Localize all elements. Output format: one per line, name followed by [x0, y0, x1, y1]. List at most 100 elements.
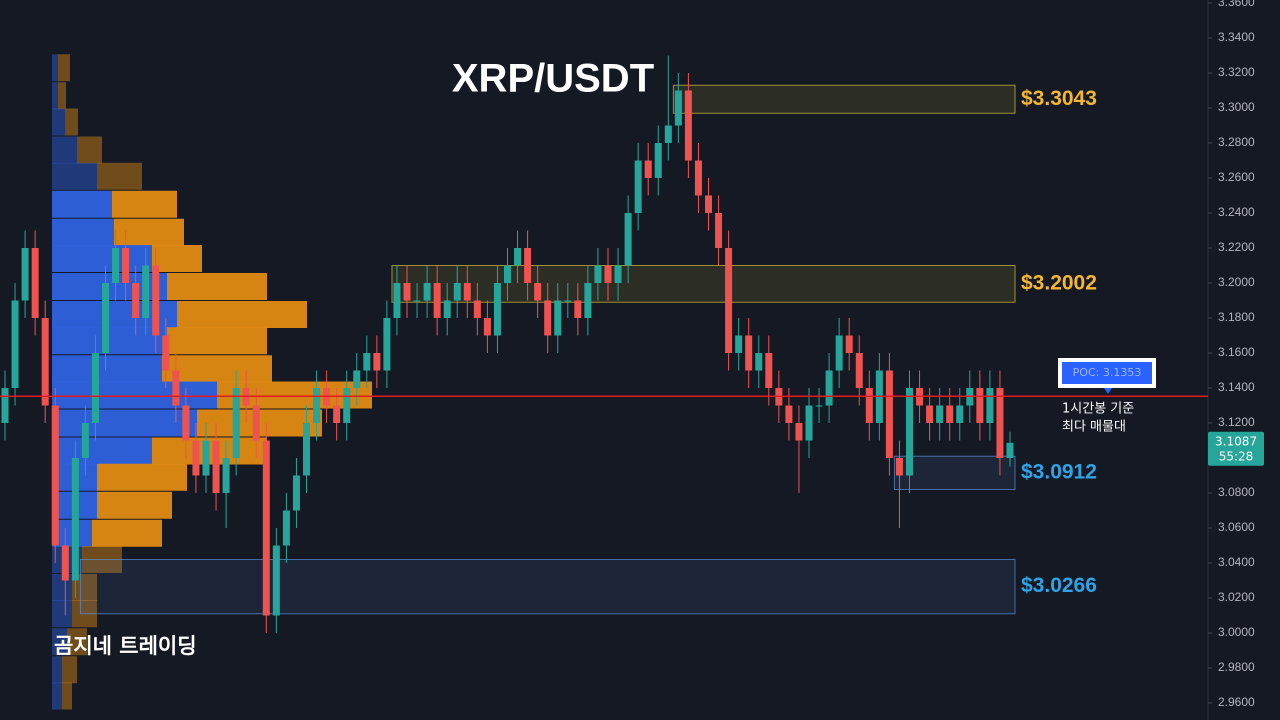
volume-down — [97, 491, 172, 519]
y-tick-label: 2.9600 — [1218, 695, 1255, 709]
countdown: 55:28 — [1219, 449, 1254, 463]
candle-body — [885, 370, 893, 458]
candle-body — [674, 90, 682, 126]
volume-up — [52, 381, 217, 409]
volume-down — [97, 463, 187, 491]
volume-up — [52, 162, 97, 190]
candle-body — [614, 265, 622, 283]
candle-body — [634, 160, 642, 213]
volume-up — [52, 409, 197, 437]
candle-body — [745, 335, 753, 371]
volume-down — [77, 136, 102, 164]
candle-body — [795, 423, 803, 441]
candle-body — [262, 440, 270, 616]
candle-body — [544, 300, 552, 336]
zone-box — [391, 265, 1016, 303]
candle-body — [232, 388, 240, 458]
candle-body — [363, 353, 371, 371]
candle-body — [785, 405, 793, 423]
candle-body — [805, 405, 813, 441]
volume-up — [52, 600, 72, 628]
candle-body — [162, 335, 170, 371]
candle-body — [142, 265, 150, 318]
candle-body — [936, 405, 944, 423]
candle-body — [453, 283, 461, 301]
candle-body — [664, 125, 672, 143]
candle-body — [403, 283, 411, 301]
note: 1시간봉 기준 — [1062, 402, 1134, 417]
volume-down — [62, 682, 72, 710]
candle-body — [182, 405, 190, 441]
y-tick-label: 3.0600 — [1218, 520, 1255, 534]
volume-up — [52, 574, 72, 601]
volume-up — [52, 355, 162, 383]
candle-body — [11, 300, 19, 388]
volume-up — [52, 218, 114, 246]
candle-body — [976, 388, 984, 423]
candle-body — [51, 405, 59, 546]
candle-body — [252, 405, 260, 441]
candle-body — [71, 458, 79, 581]
candle-body — [815, 405, 823, 407]
candle-body — [584, 283, 592, 318]
candle-body — [31, 248, 39, 318]
volume-down — [58, 82, 66, 110]
candle-body — [61, 545, 69, 581]
candle-body — [212, 440, 220, 493]
volume-up — [52, 327, 167, 355]
candle-body — [946, 405, 954, 423]
candle-body — [835, 335, 843, 371]
volume-up — [52, 190, 112, 218]
candle-body — [493, 283, 501, 336]
candle-body — [393, 283, 401, 318]
y-tick-label: 3.2000 — [1218, 275, 1255, 289]
volume-down — [162, 355, 272, 383]
candle-body — [755, 353, 763, 371]
candle-body — [694, 160, 702, 196]
y-tick-label: 3.3600 — [1218, 0, 1255, 9]
candle-body — [333, 405, 341, 423]
volume-down — [152, 245, 202, 272]
candle-body — [654, 143, 662, 178]
candle-body — [473, 300, 481, 318]
candle-body — [644, 160, 652, 178]
candle-body — [443, 300, 451, 318]
candle-body — [1, 388, 9, 423]
candle-body — [715, 213, 723, 248]
y-tick-label: 3.1200 — [1218, 415, 1255, 429]
candle-body — [102, 283, 109, 353]
candle-body — [705, 195, 712, 213]
candle-body — [524, 248, 532, 283]
candle-body — [303, 423, 310, 476]
candle-body — [725, 248, 733, 353]
volume-up — [52, 273, 167, 300]
volume-down — [97, 162, 142, 190]
candle-body — [765, 353, 773, 388]
candle-body — [554, 300, 562, 336]
y-tick-label: 3.0000 — [1218, 625, 1255, 639]
candle-body — [353, 370, 361, 388]
y-tick-label: 3.3200 — [1218, 65, 1255, 79]
candle-body — [564, 300, 572, 302]
candle-body — [463, 283, 471, 301]
candle-body — [514, 248, 522, 266]
last-price-label: 3.1087 — [1215, 434, 1257, 448]
candle-body — [483, 318, 491, 336]
y-tick-label: 3.0400 — [1218, 555, 1255, 569]
candle-body — [423, 283, 431, 301]
zone-label: $3.0912 — [1021, 460, 1097, 483]
poc-pointer — [1104, 388, 1112, 394]
candle-body — [825, 370, 833, 406]
candle-body — [343, 388, 351, 423]
chart-title: XRP/USDT — [452, 57, 654, 101]
candle-body — [292, 475, 300, 511]
candle-body — [282, 510, 290, 546]
candle-body — [996, 388, 1004, 458]
volume-down — [92, 519, 162, 547]
volume-up — [52, 628, 67, 656]
volume-up — [52, 245, 152, 272]
y-tick-label: 3.2400 — [1218, 205, 1255, 219]
candle-body — [373, 353, 381, 371]
